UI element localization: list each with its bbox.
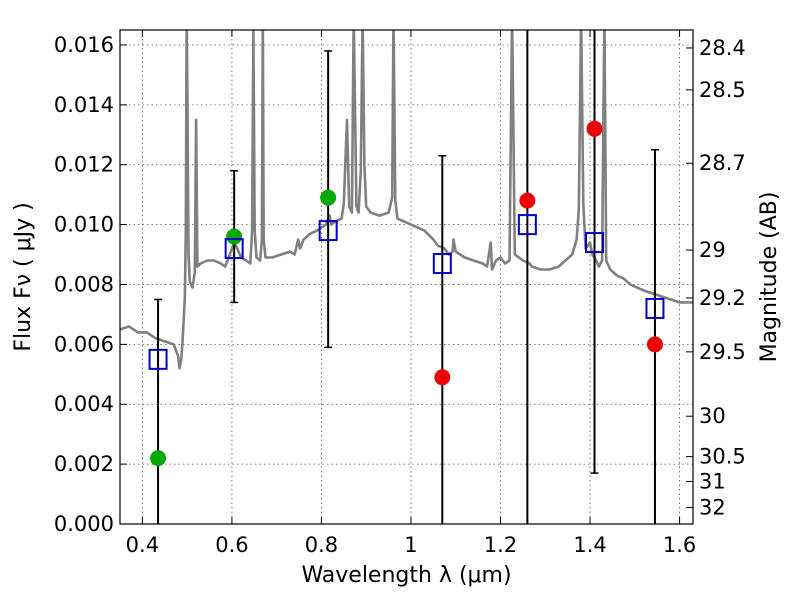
- data-point-square: [517, 214, 537, 236]
- right-y-tick-label: 29: [699, 238, 726, 262]
- x-tick-label: 1.4: [573, 533, 606, 557]
- data-point-circle: [519, 192, 536, 209]
- y-tick-label: 0.002: [54, 452, 114, 476]
- data-point-square: [645, 297, 665, 319]
- data-point-circle: [586, 120, 603, 137]
- data-point-square: [318, 220, 338, 242]
- data-point-square: [585, 232, 605, 254]
- model-sed-line: [120, 30, 693, 370]
- model-layer: [120, 30, 693, 370]
- right-y-tick-label: 28.7: [699, 151, 746, 175]
- right-y-tick-label: 28.5: [699, 78, 746, 102]
- right-y-tick-label: 30: [699, 404, 726, 428]
- marker-layer: [148, 120, 665, 467]
- plot-frame: [119, 29, 694, 525]
- data-point-circle: [320, 189, 337, 206]
- y-tick-label: 0.012: [54, 153, 114, 177]
- x-tick-label: 0.6: [215, 533, 248, 557]
- data-point-circle: [434, 369, 451, 386]
- y-tick-label: 0.004: [54, 392, 114, 416]
- x-tick-label: 1.2: [484, 533, 517, 557]
- right-y-tick-label: 29.2: [699, 286, 746, 310]
- x-tick-label: 0.8: [305, 533, 338, 557]
- data-point-circle: [226, 228, 243, 245]
- y-tick-label: 0.016: [54, 33, 114, 57]
- y-axis-label: Flux Fν ( μJy ): [11, 202, 36, 351]
- x-tick-label: 1.6: [663, 533, 696, 557]
- y-tick-label: 0.010: [54, 213, 114, 237]
- right-y-tick-label: 30.5: [699, 445, 746, 469]
- y-tick-label: 0.008: [54, 272, 114, 296]
- y-tick-label: 0.006: [54, 332, 114, 356]
- data-point-circle: [150, 450, 167, 467]
- y-tick-label: 0.014: [54, 93, 114, 117]
- right-y-tick-label: 28.4: [699, 36, 746, 60]
- tick-layer: 0.4 0.6 0.8 1 1.2 1.4 1.6 0.000 0.002 0.004 0.006 0…: [54, 30, 746, 557]
- x-tick-label: 0.4: [126, 533, 159, 557]
- right-y-axis-label: Magnitude (AB): [757, 192, 782, 363]
- right-y-tick-label: 31: [699, 469, 726, 493]
- x-tick-label: 1: [404, 533, 417, 557]
- y-tick-label: 0.000: [54, 512, 114, 536]
- x-axis-label: Wavelength λ (μm): [301, 563, 511, 588]
- data-point-square: [432, 253, 452, 275]
- right-y-tick-label: 29.5: [699, 340, 746, 364]
- right-y-tick-label: 32: [699, 496, 726, 520]
- grid-layer: [120, 30, 693, 525]
- data-point-circle: [646, 336, 663, 353]
- data-point-square: [224, 238, 244, 260]
- data-point-square: [148, 348, 168, 370]
